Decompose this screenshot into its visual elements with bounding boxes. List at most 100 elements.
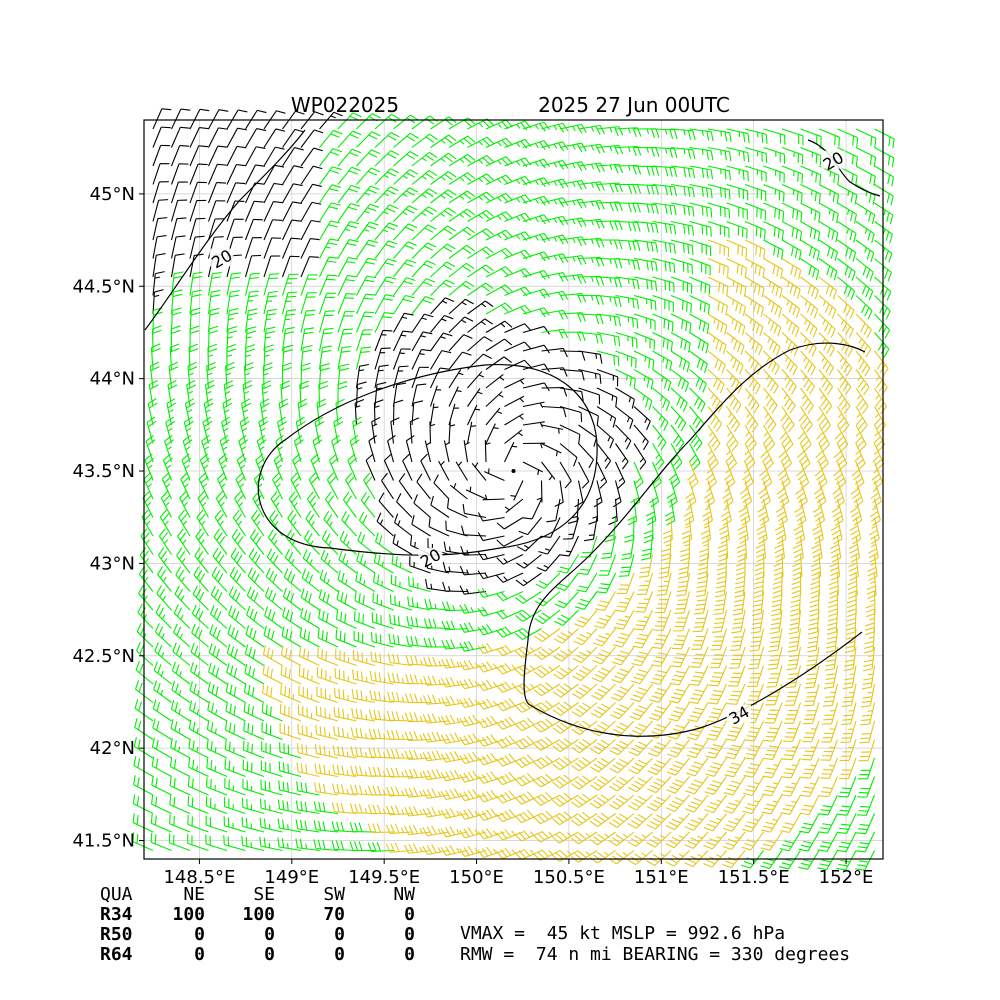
wind-barb [781, 165, 804, 184]
wind-barb [170, 163, 189, 185]
wind-barb [262, 645, 283, 666]
wind-barb [874, 406, 886, 434]
wind-barb [300, 607, 320, 629]
wind-barb [726, 165, 749, 182]
wind-barb [707, 146, 732, 162]
wind-barb [411, 260, 436, 278]
wind-barb [296, 762, 320, 778]
wind-barb [612, 628, 635, 648]
wind-barb [533, 718, 561, 733]
wind-barb [571, 775, 598, 790]
wind-barb [744, 739, 764, 760]
wind-barb [591, 665, 616, 683]
wind-barb [596, 572, 616, 594]
wind-barb [296, 743, 320, 759]
table-cell: 70 [323, 904, 345, 925]
wind-barb [146, 416, 157, 444]
wind-barb [559, 368, 585, 381]
wind-barb [646, 794, 672, 812]
wind-barb [496, 753, 524, 767]
wind-barb [296, 781, 320, 796]
wind-barb [465, 486, 487, 500]
wind-barb [534, 628, 561, 642]
wind-barb [295, 800, 320, 815]
wind-barb [337, 275, 357, 296]
wind-barb [670, 646, 690, 668]
wind-barb [374, 132, 400, 148]
wind-barb [775, 498, 788, 526]
wind-barb [241, 835, 265, 852]
wind-barb [541, 367, 568, 377]
wind-barb [298, 685, 320, 704]
wind-barb [546, 498, 561, 523]
wind-barb [633, 387, 653, 411]
wind-barb [244, 644, 265, 666]
wind-barb [590, 757, 616, 773]
wind-barb [855, 831, 875, 853]
wind-barb [763, 387, 778, 414]
wind-barb [136, 641, 154, 666]
wind-barb [533, 755, 561, 770]
table-header-cell: NW [393, 884, 415, 905]
wind-barb [459, 678, 487, 690]
wind-barb [504, 429, 523, 444]
wind-barb [781, 221, 803, 242]
wind-barb [378, 492, 394, 518]
wind-barb [590, 702, 616, 719]
wind-barb [652, 165, 678, 178]
wind-barb [448, 369, 464, 389]
wind-barb [800, 350, 816, 376]
wind-barb [316, 667, 339, 685]
wind-barb [510, 480, 524, 501]
wind-barb [848, 554, 859, 581]
wind-barb [386, 748, 413, 759]
wind-barb [748, 646, 765, 670]
wind-barb [837, 369, 852, 396]
wind-barb [183, 416, 194, 444]
wind-barb [739, 480, 753, 508]
wind-barb [803, 683, 820, 707]
wind-barb [763, 424, 776, 452]
wind-barb [368, 766, 394, 778]
wind-barb [781, 128, 804, 146]
wind-barb [170, 253, 185, 278]
wind-barb [689, 220, 712, 237]
wind-barb [596, 144, 624, 155]
wind-barb [319, 202, 341, 222]
wind-barb [150, 832, 172, 852]
wind-barb [552, 811, 579, 826]
wind-barb [781, 387, 796, 414]
wind-barb [855, 258, 874, 282]
wind-barb [596, 257, 623, 269]
wind-barb [703, 831, 727, 850]
wind-barb [245, 146, 266, 167]
wind-barb [345, 472, 357, 500]
wind-barb [485, 174, 513, 185]
wind-barb [807, 609, 820, 635]
wind-barb [727, 683, 746, 705]
wind-barb [725, 720, 746, 742]
wind-barb [350, 746, 376, 759]
wind-barb [333, 687, 357, 704]
wind-barb [244, 326, 257, 352]
wind-barb [393, 223, 418, 241]
wind-barb [297, 398, 308, 426]
wind-barb [485, 320, 513, 333]
wind-barb [818, 350, 834, 376]
wind-barb [326, 472, 339, 500]
wind-barb [337, 130, 362, 148]
wind-barb [629, 702, 653, 721]
wind-barb [726, 406, 741, 433]
wind-barb [596, 443, 612, 470]
wind-barb [440, 807, 468, 819]
wind-barb [611, 646, 635, 666]
wind-barb [864, 609, 876, 636]
wind-barb [533, 830, 561, 843]
wind-barb [189, 253, 204, 278]
wind-barb [552, 683, 579, 698]
wind-barb [225, 701, 246, 722]
wind-barb [862, 646, 876, 672]
wind-barb [825, 628, 839, 653]
wind-barb [593, 628, 616, 647]
wind-barb [726, 369, 743, 394]
